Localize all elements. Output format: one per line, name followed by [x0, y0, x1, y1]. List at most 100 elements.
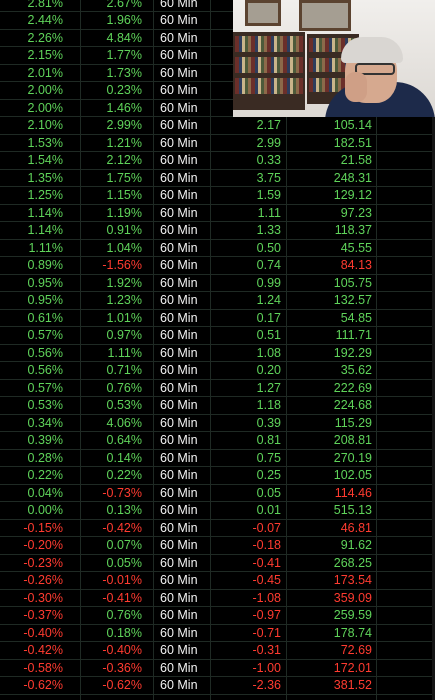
pct-change-cell: 1.25% [27, 188, 63, 202]
pct-change-cell: 1.53% [27, 135, 63, 150]
table-row[interactable]: -0.15% -0.42% 60 Min -0.07 46.81 [0, 520, 435, 537]
pct-change-cell: -0.40% [23, 625, 63, 640]
table-row[interactable]: 1.35% 1.75% 60 Min 3.75 248.31 [0, 170, 435, 187]
pct-change-cell: 2.26% [27, 30, 63, 45]
pct-change-2-cell: 0.23% [106, 83, 142, 97]
table-row[interactable]: 1.54% 2.12% 60 Min 0.33 21.58 [0, 152, 435, 170]
scrollbar-track[interactable] [432, 0, 435, 700]
table-row[interactable]: 1.14% 0.91% 60 Min 1.33 118.37 [0, 222, 435, 240]
table-row[interactable]: -0.20% 0.07% 60 Min -0.18 91.62 [0, 537, 435, 555]
value-cell: 0.50 [256, 240, 281, 255]
table-row[interactable]: 0.53% 0.53% 60 Min 1.18 224.68 [0, 397, 435, 415]
table-row[interactable]: -0.58% -0.36% 60 Min -1.00 172.01 [0, 660, 435, 677]
timeframe-cell: 60 Min [160, 100, 198, 115]
pct-change-2-cell: 0.91% [106, 223, 142, 237]
table-row[interactable]: 0.89% -1.56% 60 Min 0.74 84.13 [0, 257, 435, 275]
table-row[interactable]: 0.00% 0.13% 60 Min 0.01 515.13 [0, 502, 435, 520]
table-row[interactable]: 0.22% 0.22% 60 Min 0.25 102.05 [0, 467, 435, 485]
value-2-cell: 102.05 [333, 468, 372, 482]
table-row[interactable]: 2.00% 0.23% 60 Min [0, 82, 435, 100]
pct-change-cell: 0.22% [27, 468, 63, 482]
value-2-cell: 21.58 [340, 153, 372, 167]
timeframe-cell: 60 Min [160, 433, 198, 447]
pct-change-2-cell: 1.96% [106, 13, 142, 27]
pct-change-2-cell: 2.12% [106, 153, 142, 167]
value-cell: 0.74 [256, 258, 281, 272]
column-divider [376, 0, 377, 700]
table-row[interactable]: 2.00% 1.46% 60 Min [0, 100, 435, 117]
value-cell: 1.27 [256, 380, 281, 395]
pct-change-cell: 0.53% [27, 398, 63, 412]
table-row[interactable]: -0.40% 0.18% 60 Min -0.71 178.74 [0, 625, 435, 642]
column-divider [286, 0, 287, 700]
value-2-cell: 105.14 [333, 118, 372, 132]
table-row[interactable]: 2.10% 2.99% 60 Min 2.17 105.14 [0, 117, 435, 135]
table-row[interactable]: 0.57% 0.97% 60 Min 0.51 111.71 [0, 327, 435, 345]
timeframe-cell: 60 Min [160, 555, 198, 570]
table-row[interactable]: 0.95% 1.23% 60 Min 1.24 132.57 [0, 292, 435, 310]
table-row[interactable]: 0.56% 0.71% 60 Min 0.20 35.62 [0, 362, 435, 380]
table-row[interactable]: 2.01% 1.73% 60 Min [0, 65, 435, 82]
pct-change-2-cell: 0.71% [106, 363, 142, 377]
pct-change-cell: 2.00% [27, 100, 63, 115]
table-row[interactable]: -0.37% 0.76% 60 Min -0.97 259.59 [0, 607, 435, 625]
table-row[interactable]: 0.28% 0.14% 60 Min 0.75 270.19 [0, 450, 435, 467]
table-row[interactable]: -0.62% -0.62% 60 Min -2.36 381.52 [0, 677, 435, 695]
value-2-cell: 46.81 [340, 520, 372, 535]
value-2-cell: 270.19 [333, 450, 372, 465]
pct-change-2-cell: 0.97% [106, 328, 142, 342]
table-row[interactable]: -0.26% -0.01% 60 Min -0.45 173.54 [0, 572, 435, 590]
pct-change-cell: -0.62% [23, 678, 63, 692]
timeframe-cell: 60 Min [160, 240, 198, 255]
table-row[interactable]: 0.39% 0.64% 60 Min 0.81 208.81 [0, 432, 435, 450]
table-row[interactable]: 1.11% 1.04% 60 Min 0.50 45.55 [0, 240, 435, 257]
pct-change-cell: 1.54% [27, 153, 63, 167]
table-row[interactable]: 1.14% 1.19% 60 Min 1.11 97.23 [0, 205, 435, 222]
table-row[interactable]: 1.53% 1.21% 60 Min 2.99 182.51 [0, 135, 435, 152]
table-row[interactable]: 2.81% 2.67% 60 Min [0, 0, 435, 12]
table-row[interactable]: 0.61% 1.01% 60 Min 0.17 54.85 [0, 310, 435, 327]
wall-picture [299, 0, 351, 31]
pct-change-2-cell: -0.73% [102, 485, 142, 500]
pct-change-cell: 0.57% [27, 380, 63, 395]
table-row[interactable]: 0.57% 0.76% 60 Min 1.27 222.69 [0, 380, 435, 397]
pct-change-cell: 0.95% [27, 275, 63, 290]
timeframe-cell: 60 Min [160, 415, 198, 430]
pct-change-2-cell: 1.15% [106, 188, 142, 202]
pct-change-cell: 0.56% [27, 363, 63, 377]
table-row[interactable]: 0.04% -0.73% 60 Min 0.05 114.46 [0, 485, 435, 502]
table-row[interactable]: 0.95% 1.92% 60 Min 0.99 105.75 [0, 275, 435, 292]
value-cell: 0.81 [256, 433, 281, 447]
table-row[interactable]: 2.44% 1.96% 60 Min [0, 12, 435, 30]
value-2-cell: 72.69 [340, 643, 372, 657]
table-row[interactable]: 0.34% 4.06% 60 Min 0.39 115.29 [0, 415, 435, 432]
pct-change-cell: 0.61% [27, 310, 63, 325]
value-cell: 0.75 [256, 450, 281, 465]
table-row[interactable]: 2.15% 1.77% 60 Min [0, 47, 435, 65]
timeframe-cell: 60 Min [160, 625, 198, 640]
value-cell: -0.41 [252, 555, 282, 570]
value-2-cell: 54.85 [340, 310, 372, 325]
pct-change-cell: 0.56% [27, 345, 63, 360]
column-divider [210, 0, 211, 700]
table-row[interactable]: 0.56% 1.11% 60 Min 1.08 192.29 [0, 345, 435, 362]
table-row[interactable]: 1.25% 1.15% 60 Min 1.59 129.12 [0, 187, 435, 205]
pct-change-2-cell: 1.46% [106, 100, 142, 115]
table-row[interactable]: -0.42% -0.40% 60 Min -0.31 72.69 [0, 642, 435, 660]
value-cell: 2.17 [256, 118, 281, 132]
value-2-cell: 224.68 [333, 398, 372, 412]
pct-change-2-cell: 1.92% [106, 275, 142, 290]
value-cell: -1.08 [252, 590, 282, 605]
value-cell: 0.25 [256, 468, 281, 482]
table-row[interactable]: 2.26% 4.84% 60 Min [0, 30, 435, 47]
column-divider [80, 0, 81, 700]
pct-change-cell: -0.30% [23, 590, 63, 605]
pct-change-cell: 2.01% [27, 65, 63, 80]
value-2-cell: 35.62 [340, 363, 372, 377]
books-row [235, 78, 303, 94]
table-row[interactable]: -0.30% -0.41% 60 Min -1.08 359.09 [0, 590, 435, 607]
value-cell: 3.75 [256, 170, 281, 185]
pct-change-2-cell: 4.06% [106, 415, 142, 430]
pct-change-cell: 0.00% [27, 503, 63, 517]
table-row[interactable]: -0.23% 0.05% 60 Min -0.41 268.25 [0, 555, 435, 572]
